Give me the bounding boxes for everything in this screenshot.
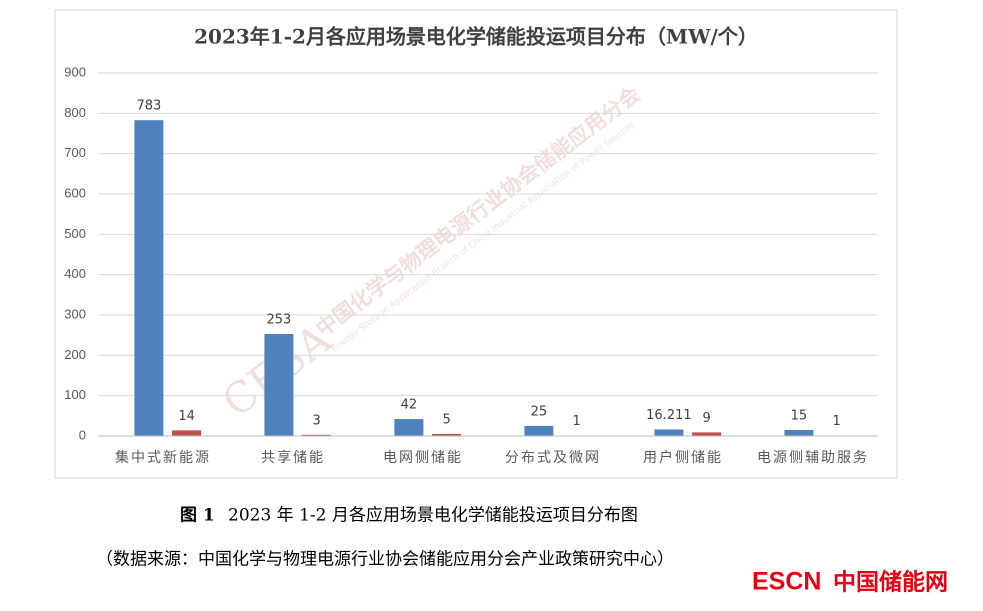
value-label: 783: [136, 99, 161, 114]
y-tick-label: 800: [64, 105, 86, 120]
value-label: 16.211: [646, 408, 692, 423]
value-label: 253: [266, 312, 291, 327]
bar: [302, 434, 332, 436]
y-tick-label: 100: [64, 387, 86, 402]
plot: 0 100 200 300 400 500 600 700 800 900 集中式新能源 783 14 共…: [64, 64, 878, 466]
bar: [784, 429, 814, 436]
x-tick-label: 分布式及微网: [505, 450, 601, 466]
y-tick-label: 600: [64, 185, 86, 200]
value-label: 1: [832, 414, 840, 429]
caption-text: 2023 年 1-2 月各应用场景电化学储能投运项目分布图: [228, 506, 638, 526]
y-tick-label: 500: [64, 226, 86, 241]
value-label: 15: [791, 408, 808, 423]
logo-brand: ESCN: [752, 568, 821, 596]
caption-label: 图 1: [180, 506, 215, 526]
x-tick-label: 电网侧储能: [383, 450, 463, 466]
bar: [134, 120, 164, 436]
value-label: 9: [702, 411, 710, 426]
logo-name: 中国储能网: [833, 569, 948, 596]
value-label: 5: [442, 412, 450, 427]
x-tick-label: 共享储能: [261, 449, 325, 466]
y-tick-label: 400: [64, 266, 86, 281]
y-tick-label: 900: [64, 64, 86, 79]
y-tick-label: 0: [79, 427, 86, 442]
y-tick-label: 300: [64, 306, 86, 321]
value-label: 42: [401, 398, 418, 413]
value-label: 25: [531, 404, 548, 419]
x-tick-label: 用户侧储能: [643, 449, 723, 466]
value-label: 3: [312, 413, 320, 428]
bar: [172, 430, 202, 436]
source-note: （数据来源：中国化学与物理电源行业协会储能应用分会产业政策研究中心）: [96, 550, 674, 570]
value-label: 14: [178, 409, 195, 424]
bar: [432, 433, 462, 436]
x-tick-label: 电源侧辅助服务: [757, 450, 869, 466]
bar: [692, 432, 722, 436]
bar: [394, 419, 424, 436]
chart-title: 2023年1-2月各应用场景电化学储能投运项目分布（MW/个）: [194, 25, 758, 49]
y-tick-label: 700: [64, 145, 86, 160]
chart-frame: [54, 9, 898, 479]
bar: [264, 333, 294, 436]
bar: [654, 429, 684, 436]
value-label: 1: [572, 414, 580, 429]
bar: [524, 425, 554, 436]
y-tick-label: 200: [64, 347, 86, 362]
x-tick-label: 集中式新能源: [115, 449, 211, 466]
